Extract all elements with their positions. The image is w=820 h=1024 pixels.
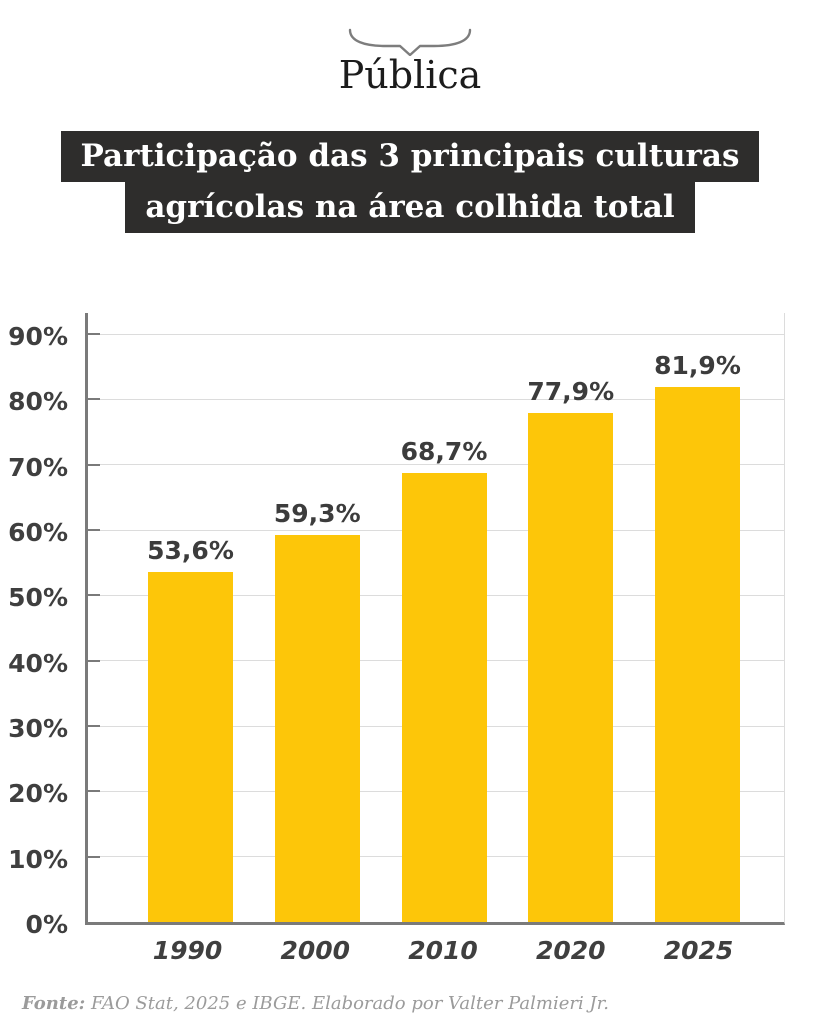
bar-slot: 77,9% <box>527 377 614 922</box>
chart-title-line1: Participação das 3 principais culturas <box>60 131 760 182</box>
bar-value-label: 53,6% <box>147 535 234 565</box>
y-axis-tick <box>88 398 100 401</box>
bar-slot: 53,6% <box>147 536 234 922</box>
source-note: Fonte: FAO Stat, 2025 e IBGE. Elaborado … <box>22 993 820 1015</box>
bar-slot: 59,3% <box>274 499 361 922</box>
bar-2020 <box>528 413 614 922</box>
y-axis-label: 30% <box>8 714 68 743</box>
bar-2025 <box>655 386 740 922</box>
bar-chart: 0% 10% 20% 30% 40% 50% 60% 70% 80% 90% 53,6% 59,3%… <box>8 313 785 939</box>
x-axis-labels: 1990 2000 2010 2020 2025 <box>85 935 785 966</box>
y-axis-tick <box>88 463 100 466</box>
y-axis-label: 40% <box>8 648 68 678</box>
y-axis-label: 60% <box>8 518 68 547</box>
y-axis-tick <box>88 659 100 662</box>
logo-text: Pública <box>338 53 482 97</box>
y-axis-tick <box>88 529 100 531</box>
bar-value-label: 68,7% <box>400 437 488 467</box>
x-axis-label: 2025 <box>663 936 734 965</box>
bar-2000 <box>274 534 360 922</box>
y-axis-tick <box>88 594 100 597</box>
bar-slot: 81,9% <box>654 351 741 922</box>
bar-value-label: 77,9% <box>527 377 615 407</box>
gridline <box>88 464 784 466</box>
bar-value-label: 81,9% <box>654 350 741 380</box>
y-axis-label: 10% <box>8 844 68 874</box>
gridline <box>88 333 784 335</box>
x-axis-label: 2000 <box>280 936 351 965</box>
bar-slot: 68,7% <box>401 437 487 922</box>
y-axis-label: 90% <box>8 322 68 351</box>
y-axis-label: 0% <box>25 910 68 939</box>
bars-container: 53,6% 59,3% 68,7% 77,9% 81,9% <box>88 313 784 922</box>
y-axis-tick <box>88 725 100 727</box>
brace-icon <box>348 28 472 56</box>
y-axis-tick <box>88 790 100 793</box>
bar-2010 <box>401 473 487 922</box>
y-axis-label: 20% <box>8 779 68 809</box>
chart-title: Participação das 3 principais culturas a… <box>0 131 820 233</box>
source-label: Fonte: <box>22 993 86 1014</box>
y-axis-tick <box>88 333 100 335</box>
gridline <box>88 398 784 400</box>
y-axis-label: 70% <box>8 452 68 482</box>
source-text: FAO Stat, 2025 e IBGE. Elaborado por Val… <box>85 993 609 1014</box>
bar-value-label: 59,3% <box>273 498 361 528</box>
y-axis-tick <box>88 855 100 858</box>
x-axis-label: 1990 <box>152 936 223 965</box>
y-axis-label: 80% <box>8 387 68 417</box>
y-axis-label: 50% <box>8 583 68 613</box>
x-axis-label: 2010 <box>408 936 478 965</box>
bar-1990 <box>148 571 233 922</box>
chart-title-line2: agrícolas na área colhida total <box>125 182 695 233</box>
publica-logo: Pública <box>0 0 820 97</box>
x-axis-label: 2020 <box>535 936 606 965</box>
